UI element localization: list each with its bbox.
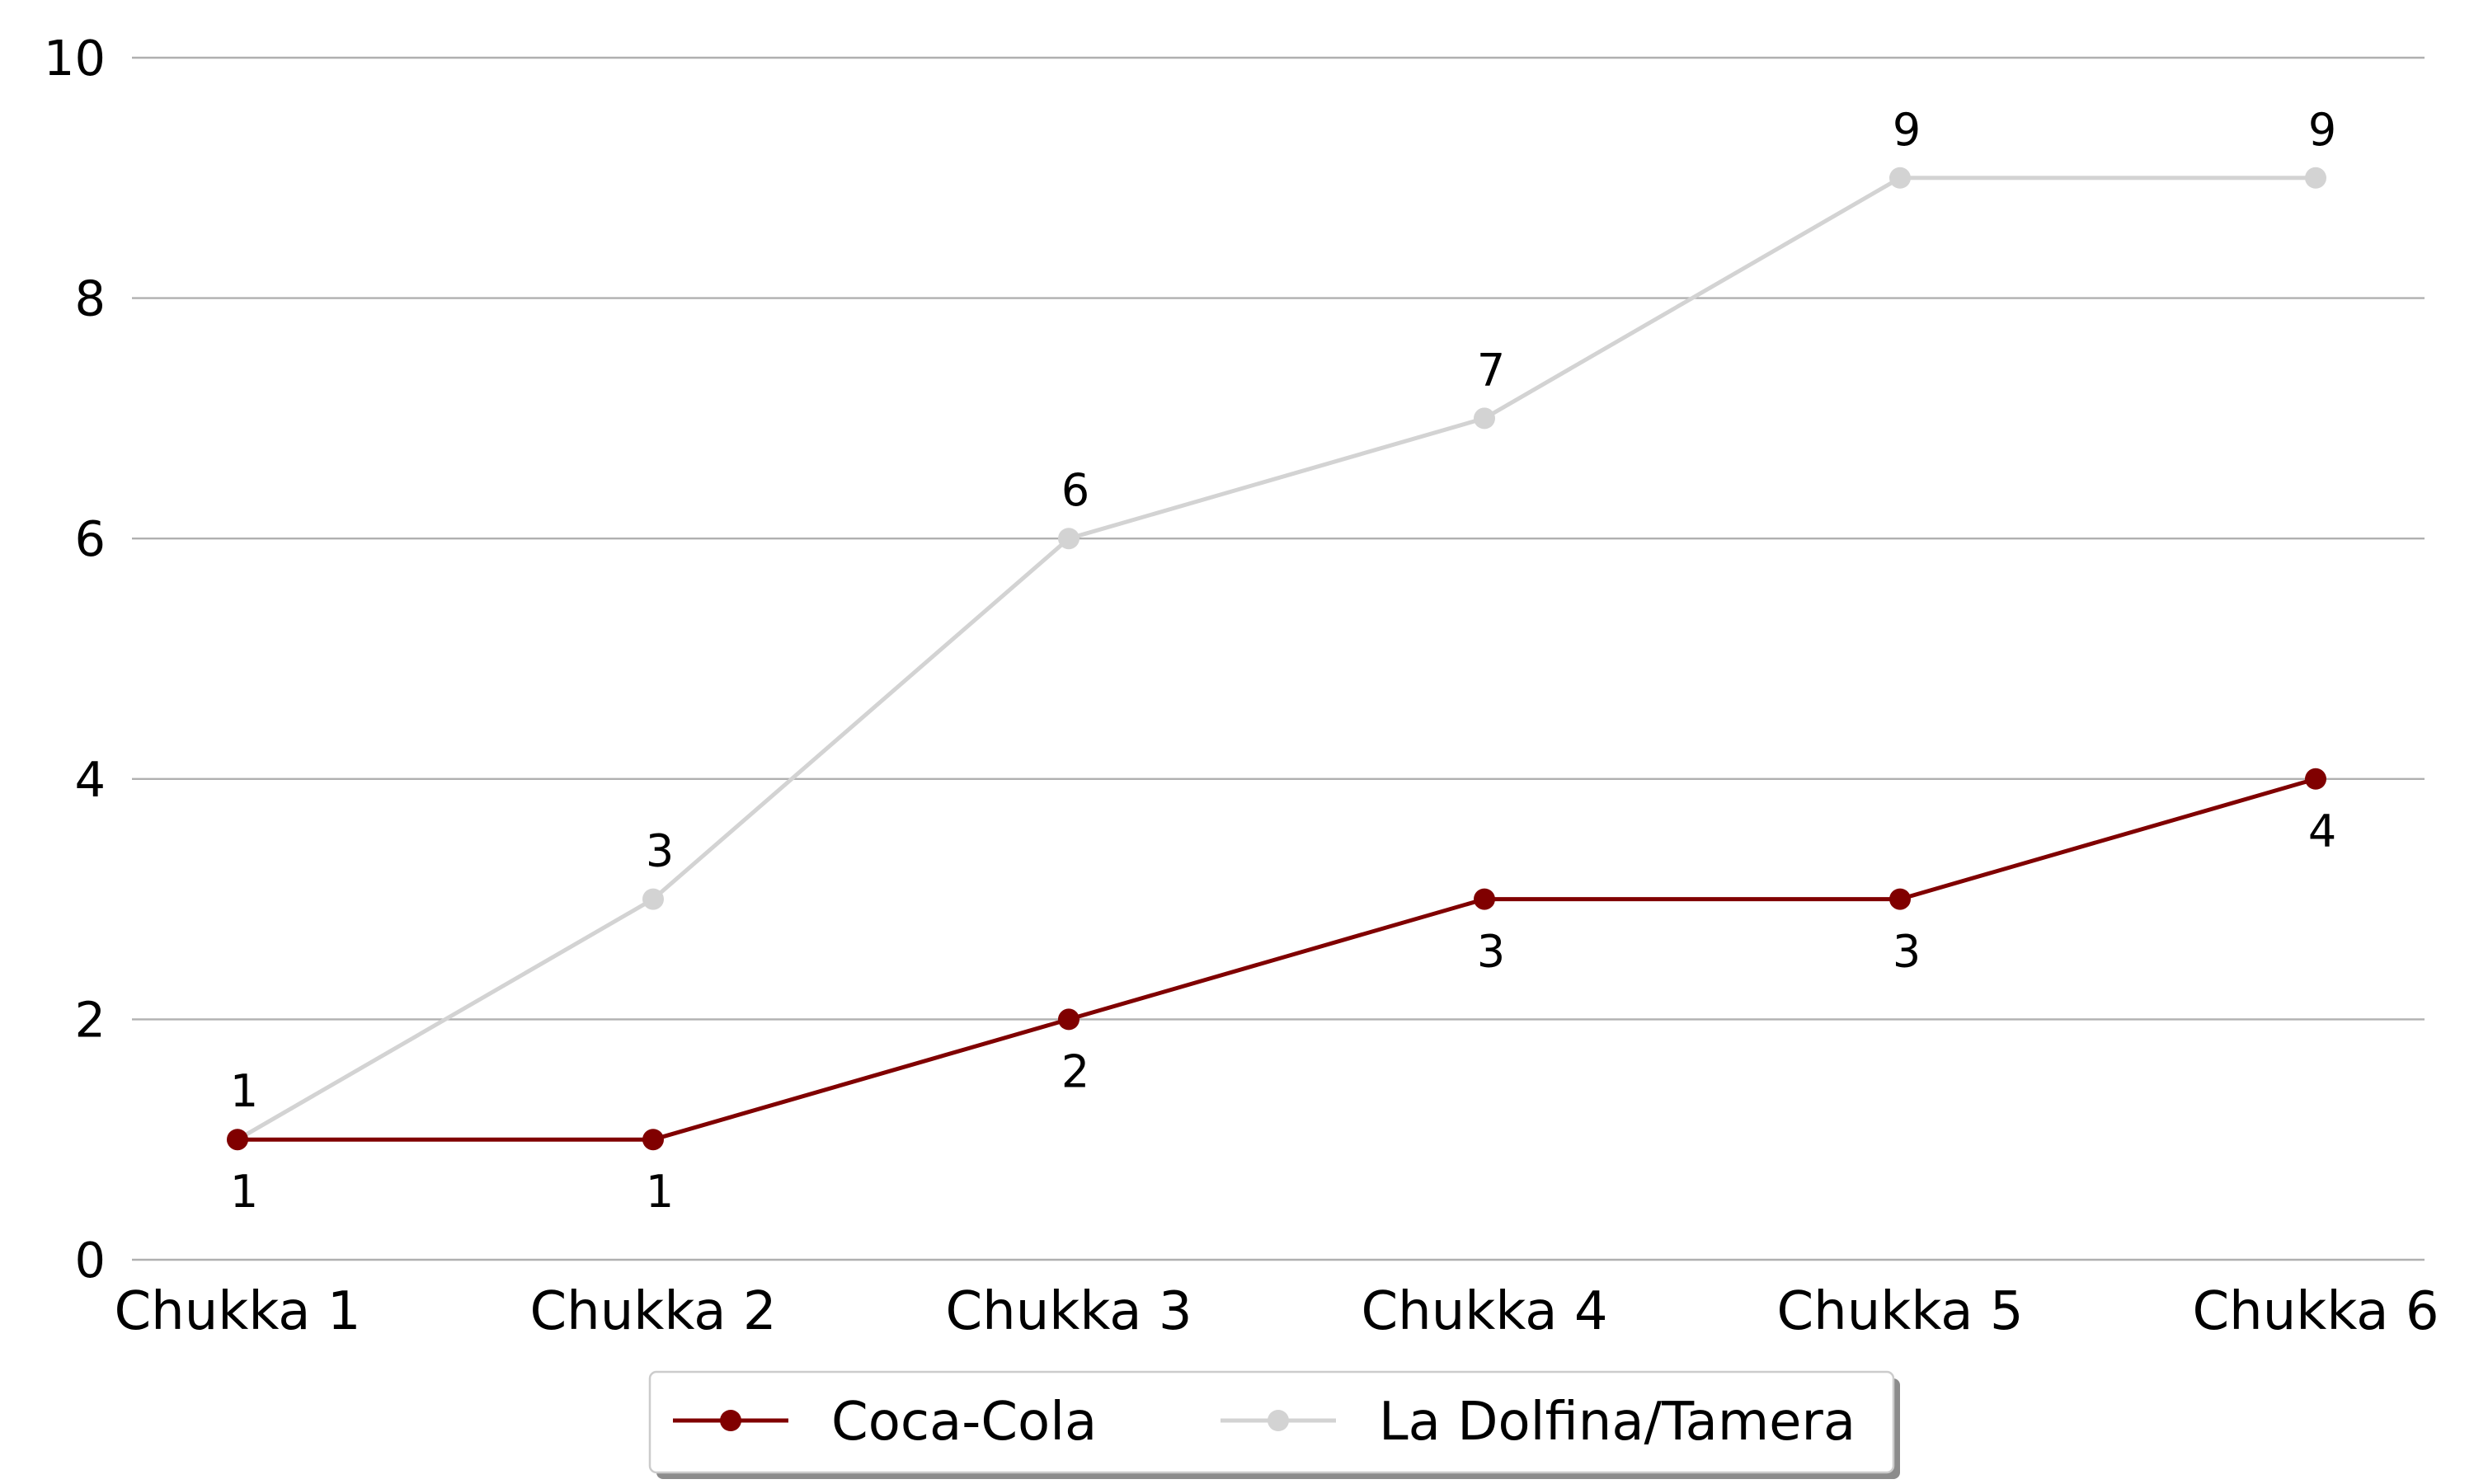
x-axis-ticks: Chukka 1 Chukka 2 Chukka 3 Chukka 4 Chukka 5… — [114, 1281, 2439, 1342]
x-tick-label: Chukka 6 — [2192, 1281, 2439, 1342]
x-tick-label: Chukka 5 — [1776, 1281, 2023, 1342]
data-label-coca-cola: 2 — [1061, 1045, 1089, 1097]
x-tick-label: Chukka 1 — [114, 1281, 360, 1342]
x-tick-label: Chukka 4 — [1361, 1281, 1607, 1342]
data-label-la-dolfina-tamera: 9 — [1893, 104, 1921, 156]
legend-la-dolfina-marker — [1268, 1410, 1289, 1431]
data-point — [1474, 888, 1495, 910]
data-label-coca-cola: 1 — [646, 1166, 674, 1218]
series-coca-cola — [227, 768, 2326, 1151]
series-la-dolfina-tamera — [227, 167, 2326, 1151]
grid-layer — [132, 56, 2425, 1261]
data-label-la-dolfina-tamera: 1 — [230, 1065, 258, 1117]
data-label-coca-cola: 1 — [230, 1166, 258, 1218]
y-tick-label: 2 — [74, 991, 106, 1048]
y-tick-label: 4 — [74, 751, 106, 808]
data-point — [227, 1129, 248, 1151]
data-label-coca-cola: 4 — [2308, 805, 2336, 857]
data-label-la-dolfina-tamera: 9 — [2308, 104, 2336, 156]
data-point — [642, 1129, 664, 1151]
series-line-coca-cola — [238, 777, 2316, 1142]
y-tick-label: 6 — [74, 510, 106, 567]
y-tick-label: 10 — [44, 30, 106, 87]
legend-coca-cola-label: Coca-Cola — [831, 1392, 1097, 1453]
data-label-coca-cola: 3 — [1893, 926, 1921, 978]
data-point — [2305, 167, 2326, 189]
series-line-la-dolfina-tamera — [236, 176, 2316, 1142]
data-point — [1058, 528, 1079, 550]
legend: Coca-Cola La Dolfina/Tamera — [648, 1370, 1900, 1479]
data-label-la-dolfina-tamera: 6 — [1061, 464, 1089, 516]
data-label-la-dolfina-tamera: 3 — [646, 825, 674, 877]
data-point — [2305, 768, 2326, 790]
x-tick-label: Chukka 2 — [529, 1281, 776, 1342]
y-tick-label: 8 — [74, 270, 106, 327]
y-axis-ticks: 0 2 4 6 8 10 — [44, 30, 106, 1289]
series-layer: 1 1 2 3 3 4 1 3 6 7 9 9 — [227, 104, 2336, 1218]
legend-la-dolfina-label: La Dolfina/Tamera — [1379, 1392, 1856, 1453]
data-point — [1058, 1008, 1079, 1031]
data-point — [642, 888, 664, 910]
data-point — [1889, 888, 1911, 910]
data-point — [1889, 167, 1911, 189]
data-point — [1474, 407, 1495, 430]
legend-coca-cola-marker — [720, 1410, 741, 1431]
x-tick-label: Chukka 3 — [945, 1281, 1192, 1342]
y-tick-label: 0 — [74, 1232, 106, 1289]
data-label-coca-cola: 3 — [1477, 926, 1505, 978]
data-label-la-dolfina-tamera: 7 — [1477, 344, 1505, 396]
